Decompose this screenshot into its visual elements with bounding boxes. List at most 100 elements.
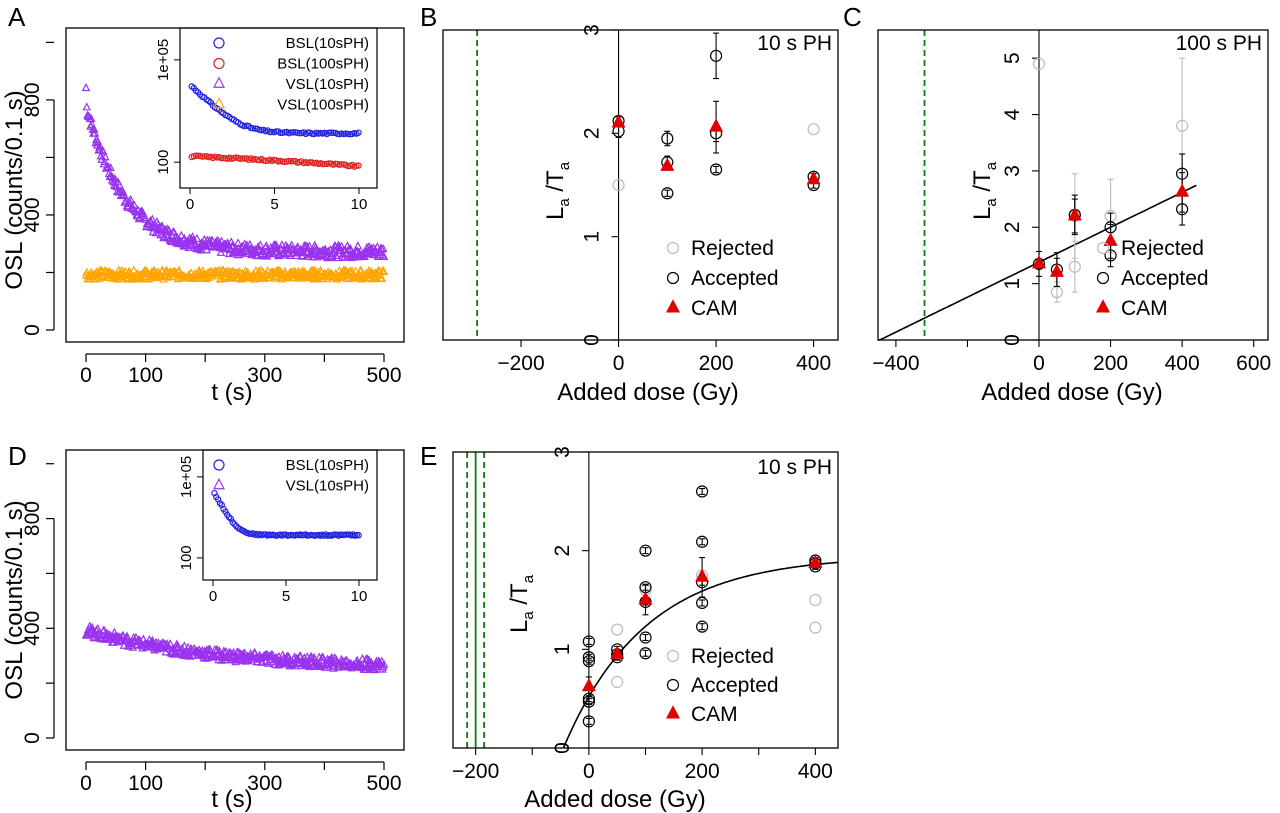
data-point xyxy=(137,274,147,283)
inset-x-tick-label: 10 xyxy=(351,196,368,213)
legend-label: BSL(10sPH) xyxy=(286,457,369,474)
series-vsl-100sph- xyxy=(81,265,389,283)
rejected-point xyxy=(809,621,822,634)
series-rejected xyxy=(612,123,820,192)
rejected-point xyxy=(612,178,625,192)
data-point xyxy=(115,180,124,189)
legend-label: VSL(100sPH) xyxy=(277,97,369,114)
legend-marker xyxy=(666,299,680,313)
data-point xyxy=(180,641,189,650)
data-point xyxy=(99,625,109,634)
series-cam xyxy=(611,100,821,185)
data-point xyxy=(325,252,334,262)
data-point xyxy=(370,272,380,281)
ylabel-B: La /Ta xyxy=(542,161,573,220)
data-point xyxy=(379,251,389,261)
accepted-point xyxy=(709,49,723,62)
cam-point xyxy=(660,157,675,171)
annotation-B: 10 s PH xyxy=(757,32,832,55)
x-tick-label: −200 xyxy=(497,352,544,375)
x-tick-label: 500 xyxy=(366,772,401,795)
data-point xyxy=(249,654,258,663)
legend-label: CAM xyxy=(691,297,738,320)
data-point xyxy=(177,230,186,239)
accepted-point xyxy=(582,635,595,648)
data-point xyxy=(267,249,277,258)
data-point xyxy=(203,645,213,654)
x-axis-A: 0 100 300 500 xyxy=(80,353,402,387)
data-point xyxy=(96,151,106,160)
y-tick-label: 2 xyxy=(581,127,604,139)
cam-point xyxy=(695,568,710,582)
data-point xyxy=(285,250,295,259)
y-tick-label: 2 xyxy=(1001,221,1024,233)
panel-E: E Added dose (Gy) 10 s PH La /Ta xyxy=(420,441,832,813)
data-point xyxy=(218,154,225,162)
y-tick-label: 1 xyxy=(551,643,574,655)
x-tick-label: 400 xyxy=(798,760,833,783)
y-tick-label: 1 xyxy=(1001,278,1024,290)
data-point xyxy=(256,240,265,249)
annotation-C: 100 s PH xyxy=(1176,32,1262,55)
rejected-point xyxy=(1176,119,1189,132)
legend-marker xyxy=(666,271,680,285)
legend-marker xyxy=(1096,241,1110,255)
xlabel-D: t (s) xyxy=(211,786,252,813)
data-point xyxy=(353,162,360,169)
panel-B: B Added dose (Gy) 10 s PH La /Ta xyxy=(420,2,832,406)
legend-marker xyxy=(666,705,680,719)
data-point xyxy=(106,163,115,172)
data-point xyxy=(199,153,206,160)
plot-frame-D xyxy=(65,449,405,751)
legend-label: Accepted xyxy=(691,674,779,697)
legend-label: CAM xyxy=(1121,297,1168,320)
y-tick-label: 400 xyxy=(21,611,44,646)
series-cam xyxy=(581,554,823,698)
rejected-point xyxy=(809,593,822,607)
data-point xyxy=(165,639,175,648)
rejected-point xyxy=(1068,260,1081,273)
data-point xyxy=(93,136,103,146)
xlabel-A: t (s) xyxy=(211,379,252,406)
x-tick-label: 600 xyxy=(1236,352,1271,375)
data-point xyxy=(350,273,360,282)
data-point xyxy=(95,142,104,151)
y-tick-label: 0 xyxy=(21,324,44,336)
data-point xyxy=(98,146,108,155)
plot-frame-B xyxy=(442,29,839,341)
cam-point xyxy=(638,591,653,605)
data-point xyxy=(240,648,249,657)
data-point xyxy=(355,129,362,136)
cam-point xyxy=(808,554,823,568)
data-point xyxy=(220,647,229,657)
y-tick-label: 800 xyxy=(21,501,44,536)
accepted-point xyxy=(661,132,674,145)
legend-marker xyxy=(213,57,225,70)
data-point xyxy=(233,238,243,247)
data-point xyxy=(164,225,173,234)
data-point xyxy=(97,154,106,163)
inset-y-tick-label: 100 xyxy=(178,545,195,570)
x-tick-label: 0 xyxy=(583,760,595,783)
accepted-point xyxy=(661,187,674,200)
accepted-point xyxy=(582,655,595,668)
x-tick-label: 0 xyxy=(1033,352,1045,375)
data-point xyxy=(81,82,91,92)
inset-x-tick-label: 10 xyxy=(351,588,368,605)
data-point xyxy=(357,274,366,283)
legend-label: Accepted xyxy=(1121,267,1209,290)
data-point xyxy=(353,241,363,250)
ylabel-D: OSL (counts/0.1 s) xyxy=(1,500,28,699)
y-tick-label: 400 xyxy=(21,197,44,232)
data-point xyxy=(299,247,308,257)
x-tick-label: 200 xyxy=(685,760,720,783)
xlabel-B: Added dose (Gy) xyxy=(557,379,738,406)
data-point xyxy=(346,244,355,253)
decay-plot-D: 0 400 800 0 100 300 500 100 1e+05 0 5 10 BSL(10sPH) V… xyxy=(21,449,402,795)
legend-label: Accepted xyxy=(691,267,779,290)
series-cam xyxy=(1032,172,1190,288)
data-point xyxy=(169,227,179,236)
data-point xyxy=(378,243,388,253)
